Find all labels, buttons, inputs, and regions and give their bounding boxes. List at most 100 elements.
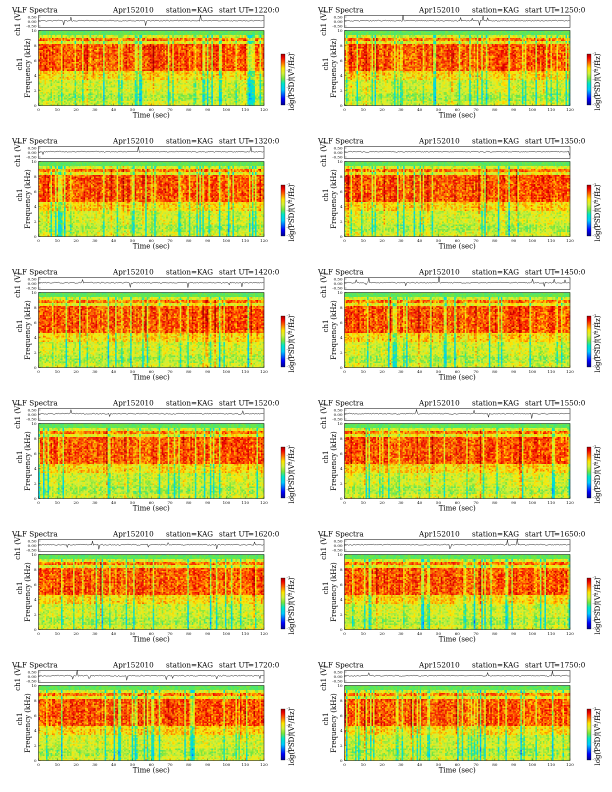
spectrogram-cell: [151, 56, 153, 58]
spectrogram-cell: [157, 34, 159, 36]
spectrogram-cell: [108, 97, 110, 99]
spectrogram-cell: [70, 95, 72, 97]
spectrogram-cell: [126, 76, 128, 78]
spectrogram-cell: [124, 43, 126, 45]
spectrogram-cell: [90, 101, 92, 103]
spectrogram-cell: [48, 41, 50, 43]
spectrogram-cell: [157, 59, 159, 61]
spectrogram-cell: [138, 58, 140, 60]
spectrogram-cell: [58, 43, 60, 45]
spectrogram-cell: [108, 32, 110, 34]
spectrogram-cell: [184, 86, 186, 88]
spectrogram-cell: [52, 61, 54, 63]
spectrogram-cell: [175, 43, 177, 45]
spectrogram-cell: [135, 47, 137, 49]
spectrogram-cell: [172, 68, 174, 70]
spectrogram-cell: [132, 49, 134, 51]
spectrogram-cell: [63, 34, 65, 36]
spectrogram-cell: [160, 95, 162, 97]
spectrogram-cell: [129, 44, 131, 46]
spectrogram-cell: [61, 97, 63, 99]
spectrogram-cell: [109, 74, 111, 76]
spectrogram-cell: [109, 100, 111, 102]
spectrogram-cell: [115, 53, 117, 55]
spectrogram-cell: [66, 41, 68, 43]
spectrogram-cell: [114, 97, 116, 99]
spectrogram-cell: [55, 52, 57, 54]
spectrogram-cell: [87, 98, 89, 100]
spectrogram-cell: [151, 100, 153, 102]
spectrogram-cell: [120, 85, 122, 87]
spectrogram-cell: [85, 64, 87, 66]
spectrogram-cell: [60, 71, 62, 73]
spectrogram-cell: [48, 61, 50, 63]
spectrogram-cell: [118, 34, 120, 36]
spectrogram-cell: [115, 91, 117, 93]
spectrogram-cell: [166, 67, 168, 69]
spectrogram-cell: [117, 47, 119, 49]
spectrogram-cell: [99, 79, 101, 81]
spectrogram-cell: [156, 91, 158, 93]
spectrogram-cell: [73, 71, 75, 73]
spectrogram-cell: [64, 46, 66, 48]
spectrogram-cell: [142, 67, 144, 69]
spectrogram-cell: [118, 62, 120, 64]
spectrogram-cell: [73, 46, 75, 48]
spectrogram-cell: [181, 65, 183, 67]
spectrogram-cell: [123, 86, 125, 88]
spectrogram-cell: [121, 43, 123, 45]
spectrogram-cell: [61, 103, 63, 105]
spectrogram-cell: [81, 70, 83, 72]
spectrogram-cell: [78, 101, 80, 103]
spectrogram-cell: [180, 82, 182, 84]
spectrogram-cell: [177, 67, 179, 69]
spectrogram-cell: [102, 89, 104, 91]
spectrogram-cell: [48, 97, 50, 99]
spectrogram-cell: [102, 65, 104, 67]
spectrogram-cell: [145, 62, 147, 64]
spectrogram-cell: [103, 38, 105, 40]
spectrogram-cell: [130, 32, 132, 34]
spectrogram-cell: [118, 56, 120, 58]
spectrogram-cell: [45, 49, 47, 51]
spectrogram-cell: [108, 100, 110, 102]
spectrogram-cell: [72, 91, 74, 93]
spectrogram-cell: [148, 49, 150, 51]
spectrogram-cell: [91, 64, 93, 66]
spectrogram-cell: [166, 49, 168, 51]
spectrogram-cell: [61, 65, 63, 67]
spectrogram-cell: [127, 77, 129, 79]
spectrogram-cell: [79, 103, 81, 105]
spectrogram-cell: [157, 92, 159, 94]
spectrogram-cell: [42, 64, 44, 66]
spectrogram-cell: [76, 43, 78, 45]
spectrogram-cell: [57, 58, 59, 60]
spectrogram-cell: [46, 64, 48, 66]
spectrogram-cell: [117, 94, 119, 96]
spectrogram-cell: [130, 74, 132, 76]
spectrogram-cell: [48, 80, 50, 82]
spectrogram-cell: [178, 53, 180, 55]
spectrogram-cell: [102, 37, 104, 39]
spectrogram-cell: [43, 80, 45, 82]
spectrogram-cell: [85, 53, 87, 55]
spectrogram-cell: [166, 100, 168, 102]
spectrogram-cell: [142, 71, 144, 73]
spectrogram-cell: [177, 94, 179, 96]
spectrogram-cell: [183, 86, 185, 88]
spectrogram-cell: [66, 94, 68, 96]
spectrogram-cell: [141, 88, 143, 90]
spectrogram-cell: [112, 88, 114, 90]
spectrogram-cell: [133, 100, 135, 102]
spectrogram-cell: [76, 38, 78, 40]
spectrogram-cell: [84, 32, 86, 34]
spectrogram-cell: [40, 32, 42, 34]
spectrogram-cell: [154, 59, 156, 61]
spectrogram-cell: [100, 77, 102, 79]
spectrogram-cell: [123, 53, 125, 55]
spectrogram-cell: [123, 34, 125, 36]
spectrogram-cell: [64, 97, 66, 99]
spectrogram-cell: [81, 34, 83, 36]
spectrogram-cell: [174, 92, 176, 94]
spectrogram-cell: [133, 67, 135, 69]
